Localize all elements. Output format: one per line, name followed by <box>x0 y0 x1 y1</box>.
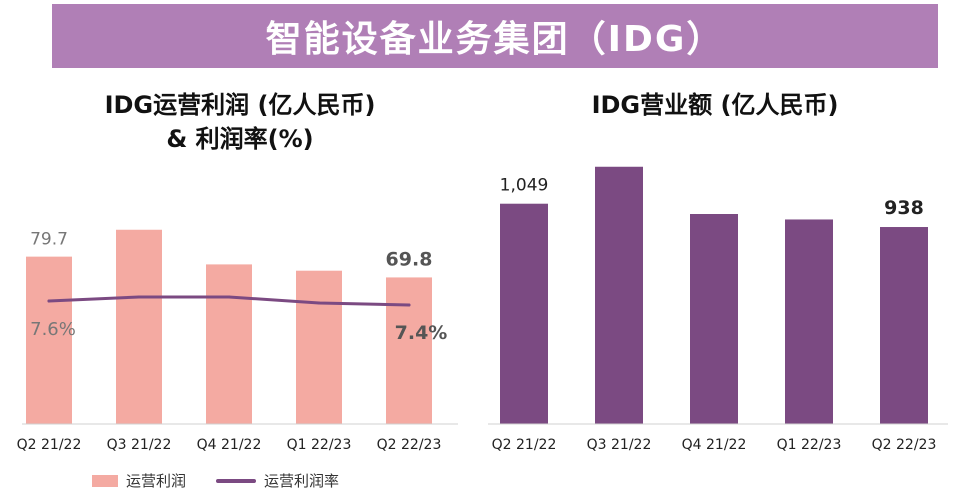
x-tick-label: Q3 21/22 <box>587 437 652 453</box>
profit-data-label: 79.7 <box>30 230 68 250</box>
revenue-bar <box>595 166 643 424</box>
x-tick-label: Q4 21/22 <box>197 437 262 453</box>
margin-data-label: 7.6% <box>30 319 76 340</box>
revenue-chart-title: IDG营业额 (亿人民币) <box>591 91 839 119</box>
legend-margin: 运营利润率 <box>216 470 339 491</box>
profit-bar <box>26 256 72 424</box>
x-tick-label: Q1 22/23 <box>287 437 352 453</box>
profit-bar <box>386 277 432 424</box>
profit-data-label: 69.8 <box>386 248 433 270</box>
x-tick-label: Q2 22/23 <box>377 437 442 453</box>
profit-chart-title-line1: IDG运营利润 (亿人民币) <box>104 91 376 119</box>
x-tick-label: Q2 21/22 <box>17 437 82 453</box>
legend-margin-swatch <box>216 478 256 483</box>
revenue-bar <box>880 227 928 424</box>
x-tick-label: Q2 21/22 <box>492 437 557 453</box>
revenue-data-label: 1,049 <box>500 176 549 196</box>
margin-point <box>137 295 141 299</box>
legend-margin-label: 运营利润率 <box>264 472 340 490</box>
x-tick-label: Q1 22/23 <box>777 437 842 453</box>
profit-chart-title: IDG运营利润 (亿人民币) & 利润率(%) <box>20 88 460 156</box>
x-tick-label: Q2 22/23 <box>872 437 937 453</box>
profit-bar <box>296 270 342 424</box>
margin-point <box>317 301 321 305</box>
revenue-bar <box>690 214 738 424</box>
revenue-bar <box>500 203 548 424</box>
profit-bar <box>206 264 252 424</box>
profit-chart-title-line2: & 利润率(%) <box>166 125 314 153</box>
revenue-bar <box>785 219 833 424</box>
legend-profit: 运营利润 <box>92 470 186 491</box>
banner-title: 智能设备业务集团（IDG） <box>265 19 725 60</box>
banner: 智能设备业务集团（IDG） <box>52 4 938 68</box>
legend-profit-swatch <box>92 474 118 487</box>
margin-point <box>47 299 51 303</box>
x-tick-label: Q3 21/22 <box>107 437 172 453</box>
margin-data-label: 7.4% <box>395 322 448 344</box>
margin-point <box>407 303 411 307</box>
x-tick-label: Q4 21/22 <box>682 437 747 453</box>
profit-bar <box>116 229 162 424</box>
legend-profit-label: 运营利润 <box>126 472 187 490</box>
margin-point <box>227 295 231 299</box>
revenue-data-label: 938 <box>884 197 924 219</box>
